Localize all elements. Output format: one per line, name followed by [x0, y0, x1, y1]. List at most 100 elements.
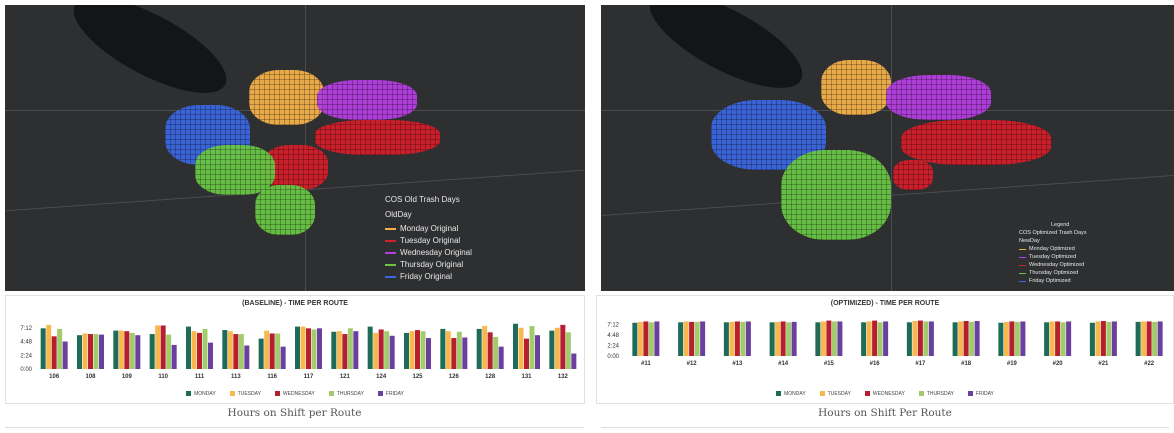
legend-item: Monday Optimized	[1019, 246, 1087, 252]
bar	[373, 332, 379, 369]
y-tick-label: 4:48	[20, 340, 32, 346]
legend-label: Monday Original	[400, 224, 459, 233]
y-tick-label: 2:24	[607, 344, 619, 350]
optimized-panel: Legend COS Optimized Trash Days NewDay M…	[596, 0, 1174, 433]
y-tick-label: 7:12	[20, 326, 32, 332]
bar	[389, 335, 395, 369]
bar	[317, 328, 322, 369]
baseline-panel: COS Old Trash Days OldDay Monday Origina…	[5, 5, 585, 428]
bar	[648, 322, 654, 356]
x-tick-label: #15	[824, 361, 835, 367]
legend-label: Tuesday Optimized	[1029, 254, 1077, 260]
x-tick-label: 106	[49, 374, 60, 380]
bar	[420, 331, 426, 369]
bar	[135, 335, 141, 369]
x-tick-label: 128	[485, 374, 496, 380]
y-tick-label: 0:00	[607, 354, 619, 360]
legend-swatch	[186, 391, 192, 397]
bar	[62, 341, 68, 369]
bar	[378, 329, 384, 369]
road	[601, 110, 1174, 111]
legend-label: Friday Optimized	[1029, 278, 1071, 284]
bar	[482, 326, 488, 369]
y-tick-label: 4:48	[607, 333, 619, 339]
bar	[1049, 321, 1055, 356]
x-tick-label: #19	[1007, 361, 1018, 367]
legend-label: THURSDAY	[336, 391, 364, 397]
legend-label: TUESDAY	[827, 391, 851, 397]
map-legend: COS Old Trash Days OldDay Monday Origina…	[385, 195, 472, 284]
thursday-zone	[195, 145, 275, 195]
legend-swatch	[776, 391, 782, 397]
bar	[689, 321, 695, 356]
legend-swatch	[864, 391, 870, 397]
bar	[476, 328, 482, 369]
bar	[244, 345, 250, 369]
bar	[928, 321, 934, 356]
legend-label: Thursday Optimized	[1029, 270, 1079, 276]
divider	[5, 427, 584, 428]
bar	[883, 321, 889, 356]
bar	[306, 328, 311, 369]
legend-swatch	[385, 251, 396, 254]
bar	[342, 334, 348, 369]
legend-item: Thursday Original	[385, 260, 472, 269]
bar	[906, 322, 912, 356]
bar	[769, 322, 775, 356]
x-tick-label: #13	[732, 361, 743, 367]
bar	[529, 326, 535, 369]
baseline-map: COS Old Trash Days OldDay Monday Origina…	[5, 5, 585, 291]
bar	[258, 338, 264, 369]
bar	[643, 321, 649, 356]
bar	[861, 322, 867, 356]
bar	[82, 333, 88, 369]
legend-entry: MONDAY	[186, 391, 216, 397]
legend-swatch	[1019, 272, 1026, 274]
x-tick-label: 108	[85, 374, 96, 380]
bar	[487, 332, 493, 369]
bar	[295, 326, 300, 369]
bar	[549, 330, 555, 369]
tuesday-zone-east	[315, 120, 440, 155]
bar	[118, 330, 124, 369]
optimized-chart: (OPTIMIZED) - TIME PER ROUTE 0:00 2:24 4:4…	[596, 295, 1174, 404]
bar	[57, 328, 63, 369]
bar	[1152, 321, 1158, 356]
bar	[820, 321, 826, 356]
legend-item: Wednesday Original	[385, 248, 472, 257]
bar	[222, 330, 228, 369]
bar	[426, 338, 431, 369]
legend-entry: THURSDAY	[328, 391, 364, 397]
bar	[456, 331, 462, 369]
lake	[60, 5, 240, 112]
bar	[149, 334, 155, 369]
bar	[404, 332, 409, 369]
bar	[202, 328, 208, 369]
bar	[409, 331, 415, 369]
bar	[826, 320, 832, 356]
bar	[535, 335, 540, 369]
bar	[700, 321, 706, 356]
chart-title: (OPTIMIZED) - TIME PER ROUTE	[830, 300, 940, 307]
legend-label: Thursday Original	[400, 260, 464, 269]
x-tick-label: #17	[915, 361, 926, 367]
y-tick-label: 2:24	[20, 353, 32, 359]
caption: Hours on Shift Per Route	[818, 407, 952, 419]
bar	[877, 322, 883, 356]
bar	[969, 321, 975, 356]
bar	[1100, 321, 1106, 356]
bar	[1060, 322, 1066, 356]
x-tick-label: #16	[870, 361, 881, 367]
x-tick-label: 132	[558, 374, 569, 380]
bar	[155, 325, 161, 369]
bar	[353, 331, 359, 369]
divider	[601, 427, 1169, 428]
legend-entry: FRIDAY	[967, 391, 994, 397]
bar	[831, 321, 837, 356]
x-tick-label: #14	[778, 361, 789, 367]
x-tick-label: 131	[521, 374, 532, 380]
bar	[88, 334, 93, 369]
bar	[384, 331, 390, 369]
bar	[729, 321, 735, 356]
x-tick-label: 125	[412, 374, 423, 380]
